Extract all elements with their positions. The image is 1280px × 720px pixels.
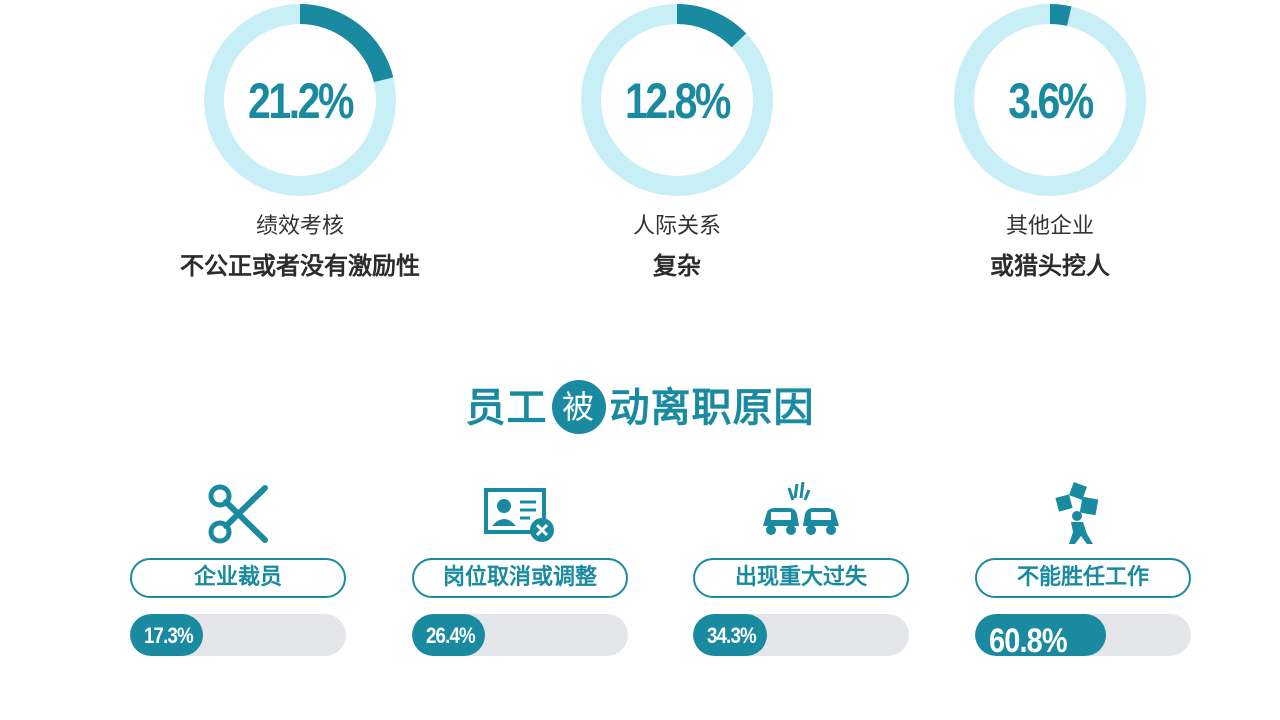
- donut-percentage: 21.2%: [248, 73, 354, 129]
- donut-relationships: 12.8% 人际关系 复杂: [527, 0, 827, 281]
- progress-track: 26.4%: [412, 614, 628, 656]
- donut-ring-value: [954, 4, 1146, 196]
- reason-position-cancelled: 岗位取消或调整 26.4%: [412, 482, 628, 656]
- car-crash-icon: [763, 482, 839, 535]
- donut-ring-value: [204, 4, 396, 196]
- donut-subtitle: 其他企业: [1005, 214, 1094, 239]
- progress-fill: [975, 614, 1107, 656]
- donut-subtitle: 绩效考核: [255, 214, 344, 239]
- progress-fill: [693, 614, 768, 656]
- section-title-badge: 被: [551, 380, 606, 434]
- progress-label: 34.3%: [707, 623, 757, 648]
- reason-label: 不能胜任工作: [975, 558, 1191, 598]
- donut-percentage: 12.8%: [625, 73, 731, 129]
- donut-headhunting: 3.6% 其他企业 或猎头挖人: [900, 0, 1200, 281]
- reason-major-fault: 出现重大过失 34.3%: [693, 482, 909, 656]
- section-title-right: 动离职原因: [609, 385, 815, 431]
- donut-performance: 21.2% 绩效考核 不公正或者没有激励性: [150, 0, 450, 281]
- donut-title: 复杂: [653, 252, 701, 280]
- donut-title: 或猎头挖人: [990, 252, 1110, 280]
- progress-track: 34.3%: [693, 614, 909, 656]
- progress-fill: [412, 614, 486, 656]
- reason-label: 企业裁员: [130, 558, 346, 598]
- section-title: 员工被动离职原因: [0, 375, 1280, 437]
- donut-chart: [954, 4, 1146, 196]
- donut-percentage: 3.6%: [1008, 73, 1094, 129]
- progress-label: 17.3%: [144, 623, 194, 648]
- donut-ring-value: [581, 4, 773, 196]
- progress-label: 26.4%: [426, 623, 476, 648]
- progress-label: 60.8%: [989, 622, 1068, 656]
- progress-track: 60.8%: [975, 614, 1191, 656]
- donut-chart: [204, 4, 396, 196]
- id-card-remove-icon: [484, 488, 554, 542]
- reason-label: 出现重大过失: [693, 558, 909, 598]
- donut-chart: [581, 4, 773, 196]
- scissors-icon: [208, 484, 268, 544]
- donut-title: 不公正或者没有激励性: [180, 252, 420, 280]
- reason-incompetent: 不能胜任工作 60.8%: [975, 482, 1191, 656]
- donut-subtitle: 人际关系: [632, 214, 721, 239]
- reason-label: 岗位取消或调整: [412, 558, 628, 598]
- progress-fill: [130, 614, 204, 656]
- progress-track: 17.3%: [130, 614, 346, 656]
- section-title-left: 员工: [465, 385, 548, 431]
- falling-boxes-icon: [1055, 482, 1099, 544]
- reason-layoff: 企业裁员 17.3%: [130, 482, 346, 656]
